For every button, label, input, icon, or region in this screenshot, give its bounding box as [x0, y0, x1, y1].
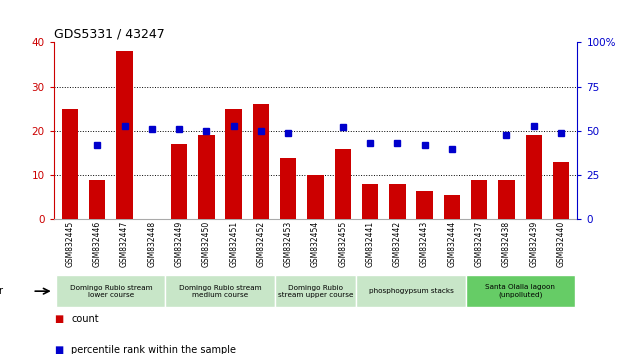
Text: GSM832441: GSM832441: [365, 221, 375, 267]
Text: GSM832455: GSM832455: [338, 221, 347, 267]
FancyBboxPatch shape: [56, 275, 165, 307]
Text: phosphogypsum stacks: phosphogypsum stacks: [369, 288, 454, 294]
Bar: [307, 175, 324, 219]
Text: Domingo Rubio stream
lower course: Domingo Rubio stream lower course: [69, 285, 152, 298]
Text: GSM832447: GSM832447: [120, 221, 129, 267]
Text: GSM832437: GSM832437: [475, 221, 484, 267]
Bar: [498, 180, 515, 219]
Text: percentile rank within the sample: percentile rank within the sample: [71, 346, 236, 354]
Text: GSM832439: GSM832439: [529, 221, 538, 267]
Text: GSM832451: GSM832451: [229, 221, 238, 267]
Bar: [416, 191, 433, 219]
Text: ■: ■: [54, 346, 63, 354]
Text: Domingo Rubio
stream upper course: Domingo Rubio stream upper course: [278, 285, 353, 298]
Text: GSM832438: GSM832438: [502, 221, 511, 267]
Bar: [116, 51, 133, 219]
Bar: [280, 158, 297, 219]
Text: GSM832445: GSM832445: [66, 221, 74, 267]
Text: GSM832449: GSM832449: [175, 221, 184, 267]
FancyBboxPatch shape: [274, 275, 357, 307]
Text: GSM832444: GSM832444: [447, 221, 456, 267]
Bar: [171, 144, 187, 219]
Text: count: count: [71, 314, 99, 324]
Text: GDS5331 / 43247: GDS5331 / 43247: [54, 28, 165, 41]
Bar: [362, 184, 378, 219]
Bar: [62, 109, 78, 219]
Text: GSM832452: GSM832452: [256, 221, 266, 267]
Bar: [444, 195, 460, 219]
Bar: [526, 135, 542, 219]
Text: GSM832443: GSM832443: [420, 221, 429, 267]
Text: ■: ■: [54, 314, 63, 324]
Text: GSM832442: GSM832442: [393, 221, 402, 267]
Bar: [471, 180, 487, 219]
Bar: [253, 104, 269, 219]
Text: Santa Olalla lagoon
(unpolluted): Santa Olalla lagoon (unpolluted): [485, 284, 555, 298]
Bar: [389, 184, 406, 219]
FancyBboxPatch shape: [357, 275, 466, 307]
Text: GSM832440: GSM832440: [557, 221, 565, 267]
FancyBboxPatch shape: [466, 275, 575, 307]
Text: GSM832448: GSM832448: [147, 221, 156, 267]
Text: Domingo Rubio stream
medium course: Domingo Rubio stream medium course: [179, 285, 261, 298]
Bar: [334, 149, 351, 219]
Bar: [198, 135, 215, 219]
Text: GSM832450: GSM832450: [202, 221, 211, 267]
Text: other: other: [0, 286, 3, 296]
FancyBboxPatch shape: [165, 275, 274, 307]
Bar: [225, 109, 242, 219]
Bar: [553, 162, 569, 219]
Text: GSM832454: GSM832454: [311, 221, 320, 267]
Text: GSM832446: GSM832446: [93, 221, 102, 267]
Text: GSM832453: GSM832453: [284, 221, 293, 267]
Bar: [89, 180, 105, 219]
